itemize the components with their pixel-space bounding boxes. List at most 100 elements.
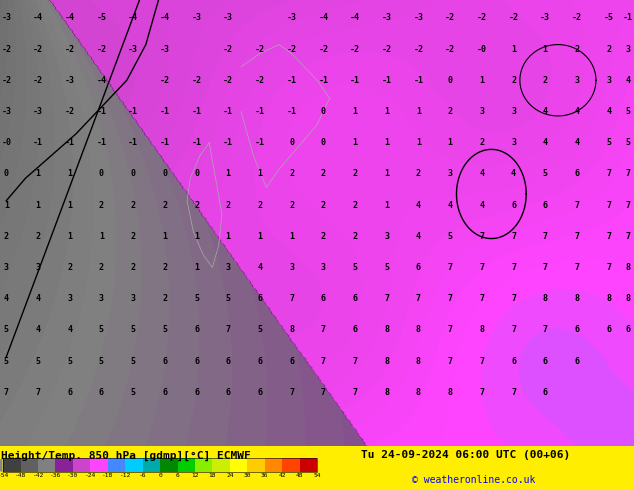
Text: 1: 1 (416, 107, 421, 116)
Text: 1: 1 (194, 263, 199, 272)
Text: 6: 6 (257, 388, 262, 397)
Text: -1: -1 (255, 107, 265, 116)
Polygon shape (0, 458, 3, 472)
Text: 7: 7 (4, 388, 9, 397)
Text: 2: 2 (511, 76, 516, 85)
Text: 6: 6 (511, 200, 516, 210)
Text: 7: 7 (543, 232, 548, 241)
Bar (91, 458, 108, 472)
Text: 3: 3 (36, 263, 41, 272)
Text: 7: 7 (606, 170, 611, 178)
Text: -3: -3 (191, 13, 202, 23)
Text: -2: -2 (65, 45, 75, 53)
Text: 2: 2 (4, 232, 9, 241)
Text: 7: 7 (416, 294, 421, 303)
Text: 1: 1 (226, 232, 231, 241)
Bar (38, 458, 56, 472)
Text: 6: 6 (606, 325, 611, 335)
Text: 7: 7 (479, 232, 484, 241)
Text: 2: 2 (321, 232, 326, 241)
Bar (73, 458, 90, 472)
Text: -4: -4 (160, 13, 170, 23)
Text: 6: 6 (176, 473, 179, 478)
Text: 6: 6 (574, 325, 579, 335)
Text: 8: 8 (543, 294, 548, 303)
Text: 6: 6 (67, 388, 72, 397)
Text: 2: 2 (321, 200, 326, 210)
Text: 8: 8 (416, 357, 421, 366)
Text: -3: -3 (160, 45, 170, 53)
Text: 1: 1 (511, 45, 516, 53)
Bar (143, 458, 160, 472)
Text: 5: 5 (448, 232, 453, 241)
Text: 4: 4 (257, 263, 262, 272)
Text: 1: 1 (67, 170, 72, 178)
Text: -2: -2 (160, 76, 170, 85)
Text: 6: 6 (226, 357, 231, 366)
Text: -3: -3 (65, 76, 75, 85)
Text: 0: 0 (289, 138, 294, 147)
Text: 1: 1 (99, 232, 104, 241)
Text: 7: 7 (321, 325, 326, 335)
Text: 5: 5 (36, 357, 41, 366)
Text: 1: 1 (384, 170, 389, 178)
Text: -6: -6 (139, 473, 146, 478)
Text: 7: 7 (511, 325, 516, 335)
Text: -1: -1 (287, 76, 297, 85)
Text: 3: 3 (574, 76, 579, 85)
Text: -2: -2 (287, 45, 297, 53)
Text: 24: 24 (226, 473, 233, 478)
Text: 1: 1 (353, 107, 358, 116)
Text: 3: 3 (226, 263, 231, 272)
Text: -2: -2 (477, 13, 487, 23)
Text: -2: -2 (445, 13, 455, 23)
Text: -4: -4 (33, 13, 43, 23)
Text: -4: -4 (65, 13, 75, 23)
Text: -0: -0 (1, 138, 11, 147)
Text: 1: 1 (543, 45, 548, 53)
Text: 8: 8 (384, 357, 389, 366)
Text: 7: 7 (448, 263, 453, 272)
Text: 12: 12 (191, 473, 198, 478)
Text: 2: 2 (448, 107, 453, 116)
Text: 5: 5 (162, 325, 167, 335)
Text: 2: 2 (226, 200, 231, 210)
Text: 7: 7 (606, 200, 611, 210)
Text: 5: 5 (543, 170, 548, 178)
Text: 6: 6 (574, 357, 579, 366)
Text: -2: -2 (572, 13, 582, 23)
Text: 2: 2 (321, 170, 326, 178)
Text: 5: 5 (131, 325, 136, 335)
Text: 5: 5 (625, 138, 630, 147)
Text: 4: 4 (36, 294, 41, 303)
Text: -0: -0 (477, 45, 487, 53)
Bar (212, 458, 230, 472)
Text: 36: 36 (261, 473, 268, 478)
Text: 5: 5 (99, 325, 104, 335)
Text: 1: 1 (479, 76, 484, 85)
Text: -24: -24 (85, 473, 96, 478)
Text: 2: 2 (131, 232, 136, 241)
Text: 4: 4 (416, 232, 421, 241)
Text: 6: 6 (194, 357, 199, 366)
Text: 7: 7 (625, 232, 630, 241)
Text: 7: 7 (289, 294, 294, 303)
Text: 1: 1 (384, 200, 389, 210)
Text: 5: 5 (353, 263, 358, 272)
Text: 8: 8 (574, 294, 579, 303)
Text: 3: 3 (131, 294, 136, 303)
Text: 2: 2 (479, 138, 484, 147)
Text: -2: -2 (33, 45, 43, 53)
Text: 1: 1 (67, 200, 72, 210)
Text: 1: 1 (448, 138, 453, 147)
Text: 7: 7 (479, 388, 484, 397)
Text: -1: -1 (287, 107, 297, 116)
Text: 4: 4 (543, 138, 548, 147)
Bar (265, 458, 282, 472)
Text: 6: 6 (162, 357, 167, 366)
Text: 7: 7 (479, 263, 484, 272)
Text: -42: -42 (32, 473, 44, 478)
Text: 5: 5 (4, 325, 9, 335)
Text: -18: -18 (102, 473, 113, 478)
Text: 3: 3 (511, 138, 516, 147)
